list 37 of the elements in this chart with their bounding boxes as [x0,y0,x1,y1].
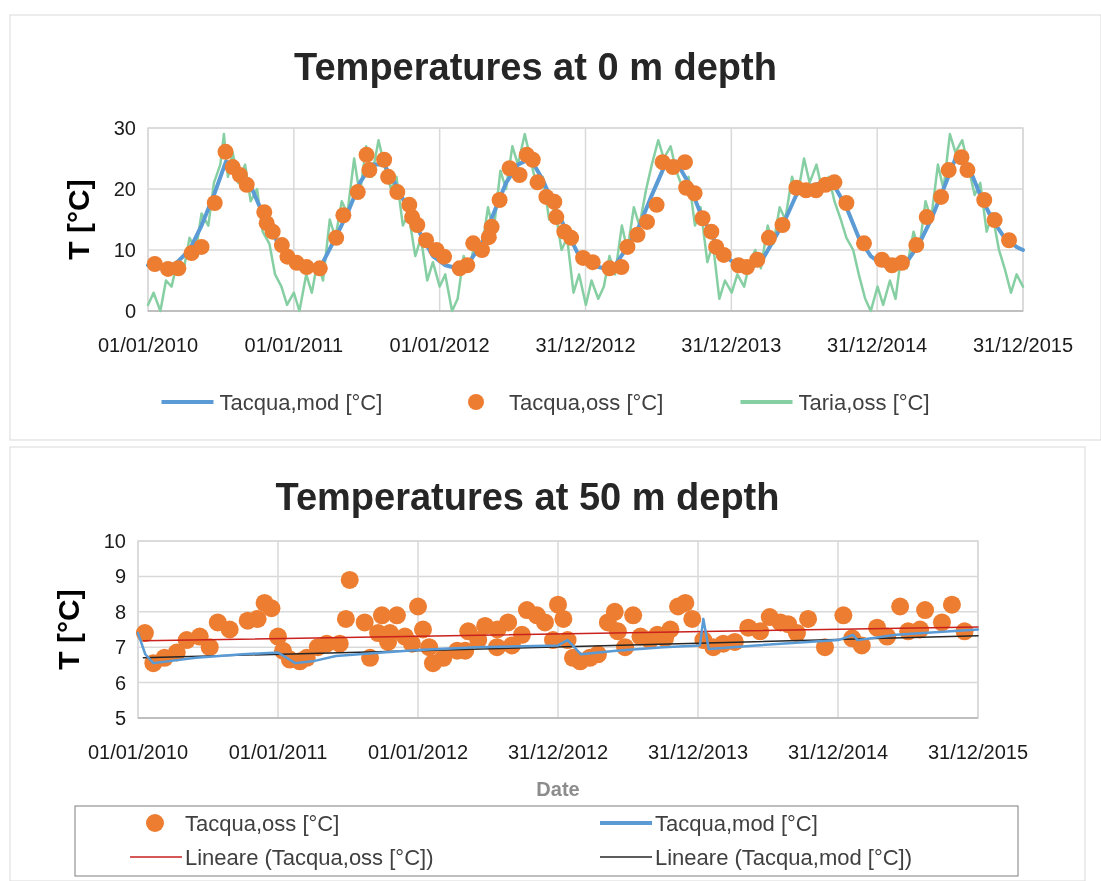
x-tick-label: 31/12/2013 [681,334,782,356]
legend-label: Taria,oss [°C] [798,389,930,415]
y-tick-label: 30 [113,117,136,139]
y-tick-label: 10 [103,530,126,552]
y-tick-label: 7 [114,636,126,659]
y-tick-label: 6 [114,671,126,694]
x-tick-label: 31/12/2014 [787,741,889,763]
x-tick-label: 01/01/2012 [389,334,490,356]
x-tick-label: 01/01/2012 [367,741,469,763]
y-axis-title: T [°C] [61,179,95,260]
legend-label: Tacqua,mod [°C] [655,810,818,836]
x-tick-label: 01/01/2011 [244,334,344,356]
y-tick-label: 5 [114,707,126,729]
x-tick-label: 31/12/2013 [647,741,749,763]
legend-label: Tacqua,oss [°C] [185,810,340,836]
legend-label: Tacqua,mod [°C] [219,389,383,415]
y-tick-label: 0 [124,300,136,322]
x-tick-label: 01/01/2011 [228,741,328,763]
legend-label: Tacqua,oss [°C] [509,389,664,415]
x-axis-title: Date [536,778,580,800]
chart-title: Temperatures at 0 m depth [294,46,777,89]
y-tick-label: 10 [113,239,136,261]
legend-label: Lineare (Tacqua,mod [°C]) [655,844,913,870]
x-tick-label: 31/12/2012 [535,334,636,356]
chart-title: Temperatures at 50 m depth [275,476,780,519]
x-tick-label: 31/12/2015 [927,741,1029,763]
x-tick-label: 31/12/2015 [972,334,1074,356]
line-series [146,132,1025,313]
x-tick-label: 01/01/2010 [97,334,199,356]
x-tick-label: 31/12/2012 [507,741,609,763]
y-axis-title: T [°C] [51,589,85,670]
x-tick-label: 31/12/2014 [827,334,928,356]
legend-label: Lineare (Tacqua,oss [°C]) [185,844,434,870]
y-tick-label: 9 [114,565,126,588]
x-tick-label: 01/01/2010 [87,741,189,763]
y-tick-label: 20 [113,178,136,200]
y-tick-label: 8 [114,600,126,623]
